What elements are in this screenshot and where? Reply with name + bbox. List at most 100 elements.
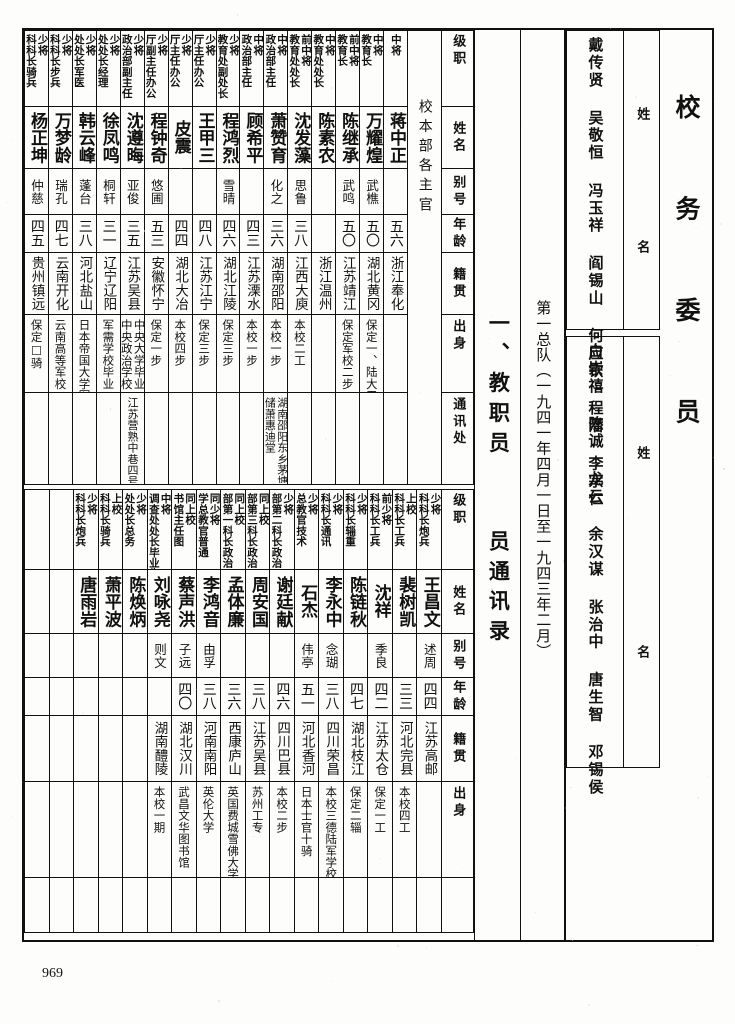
cell-name-text: 沈祥 (372, 584, 389, 618)
cell-education (74, 782, 98, 878)
cell-origin: 江苏靖江 (336, 253, 359, 315)
scan-speckle (362, 719, 363, 720)
cell-age: 四六 (270, 678, 294, 716)
cell-age: 四四 (417, 678, 441, 716)
scan-speckle (325, 438, 326, 439)
cell-age (123, 678, 147, 716)
cell-name-text: 陈素农 (315, 112, 332, 164)
rank-grade: 中将 (252, 34, 263, 55)
cell-origin: 江苏江宁 (193, 253, 216, 315)
cell-name-text: 谢廷献 (274, 576, 291, 628)
cell-name-text: 万耀煌 (363, 112, 380, 164)
cell-rank: 少将 厅副主任办公 (145, 31, 168, 107)
cell-education-text: 本校一步 (270, 319, 282, 366)
cell-rank: 同上校 部第三科长政治 (246, 490, 270, 570)
cell-rank: 上校 科科长骑兵 (99, 490, 123, 570)
cell-address (172, 878, 196, 932)
label-givenname: 名 (635, 240, 649, 253)
cell-education-text: 本校一期 (153, 786, 165, 833)
label-givenname: 名 (635, 645, 649, 658)
rank-position: 教育长 (360, 34, 371, 66)
cell-rank: 少将 厅主任办公 (193, 31, 216, 107)
cell-name: 王昌文 (417, 570, 441, 634)
cell-address (25, 878, 49, 932)
rank-grade: 少将 (157, 34, 168, 55)
rank-grade: 少将 (135, 493, 146, 514)
rank-grade: 少将 (307, 493, 318, 514)
rank-grade: 少将 (205, 34, 216, 55)
cell-address (295, 878, 319, 932)
committee-title-text: 校 务 委 员 (673, 94, 699, 447)
cell-alias: 则文 (148, 634, 172, 678)
cell-name: 孟体廉 (221, 570, 245, 634)
cell-origin-text: 湖南醴陵 (152, 721, 166, 776)
rank-position: 厅主任办公 (193, 34, 204, 88)
cell-alias-text: 则文 (153, 643, 166, 669)
cell-age: 四四 (169, 215, 192, 253)
cell-age-text: 三八 (201, 682, 216, 711)
cell-origin-text: 西康庐山 (226, 721, 240, 776)
cell-alias-text: 思鲁 (293, 179, 306, 205)
cell-address (384, 393, 407, 483)
cell-name-text: 陈继承 (339, 112, 356, 164)
cell-age: 四二 (368, 678, 392, 716)
cell-origin (74, 716, 98, 782)
cell-name-text: 周安国 (249, 576, 266, 628)
cell-origin: 西康庐山 (221, 716, 245, 782)
cell-origin-text: 湖北黄冈 (365, 256, 379, 311)
cell-age: 四〇 (172, 678, 196, 716)
committee-name: 冯玉祥 (587, 182, 605, 234)
cell-address (148, 878, 172, 932)
committee-name: 阎锡山 (587, 255, 605, 307)
cell-name-text: 裴树凯 (396, 576, 413, 628)
scan-speckle (476, 261, 477, 262)
cell-alias: 悠圃 (145, 169, 168, 215)
cell-rank: 上校 科科长工兵 (393, 490, 417, 570)
unit-date-spine: 第一总队（一九四一年四月一日至一九四三年二月） (520, 30, 564, 940)
scan-speckle (678, 199, 679, 200)
rank-grade: 少将 (109, 34, 120, 55)
cell-name: 韩云峰 (73, 107, 96, 169)
cell-age-text: 三一 (101, 219, 116, 248)
cell-education: 保定□骑 (25, 315, 48, 393)
scan-speckle (538, 500, 539, 501)
cell-alias (393, 634, 417, 678)
rank-grade: 上校 (405, 493, 416, 514)
cell-address (319, 878, 343, 932)
roster-entry-column: 少将 科科长炮兵 王昌文 述周 四四 江苏高邮 (416, 490, 441, 932)
cell-address (197, 878, 221, 932)
cell-alias-text: 述周 (423, 643, 436, 669)
scan-speckle (137, 256, 138, 257)
scan-speckle (488, 338, 489, 339)
cell-name: 顾希平 (240, 107, 263, 169)
cell-address (123, 878, 147, 932)
cell-origin-text: 江苏吴县 (250, 721, 264, 776)
rank-grade: 上校 (111, 493, 122, 514)
rank-grade: 少将 (228, 34, 239, 55)
committee-title: 校 务 委 员 (660, 30, 712, 940)
cell-origin-text: 云南开化 (53, 256, 67, 311)
cell-age: 三八 (288, 215, 311, 253)
cell-name: 蒋中正 (384, 107, 407, 169)
cell-age-text: 三八 (324, 682, 339, 711)
scan-speckle (218, 1000, 220, 1002)
cell-education-text: 保定一工 (374, 786, 386, 833)
cell-education-text: 保定二辎 (350, 786, 362, 833)
scan-speckle (82, 712, 84, 714)
cell-name-text: 孟体廉 (224, 576, 241, 628)
cell-alias (193, 169, 216, 215)
roster-entry-column: 少将 教育处副处长 程鸿烈 雪晴 四六 湖北江陵 保定三步 (216, 31, 240, 484)
row-header-age: 年龄 (451, 217, 465, 251)
scan-speckle (696, 945, 698, 947)
rank-grade: 中将 (390, 34, 401, 55)
scan-speckle (180, 168, 182, 170)
cell-origin: 河南南阳 (197, 716, 221, 782)
rank-position: 厅主任办公 (169, 34, 180, 88)
row-header-alias: 别号 (451, 639, 465, 673)
cell-name: 王甲三 (193, 107, 216, 169)
rank-position: 部第二科长政治 (271, 493, 282, 568)
cell-origin: 湖北枝江 (344, 716, 368, 782)
scan-speckle (291, 354, 293, 356)
cell-origin: 云南开化 (49, 253, 72, 315)
cell-rank: 少将 科科长通讯 (319, 490, 343, 570)
